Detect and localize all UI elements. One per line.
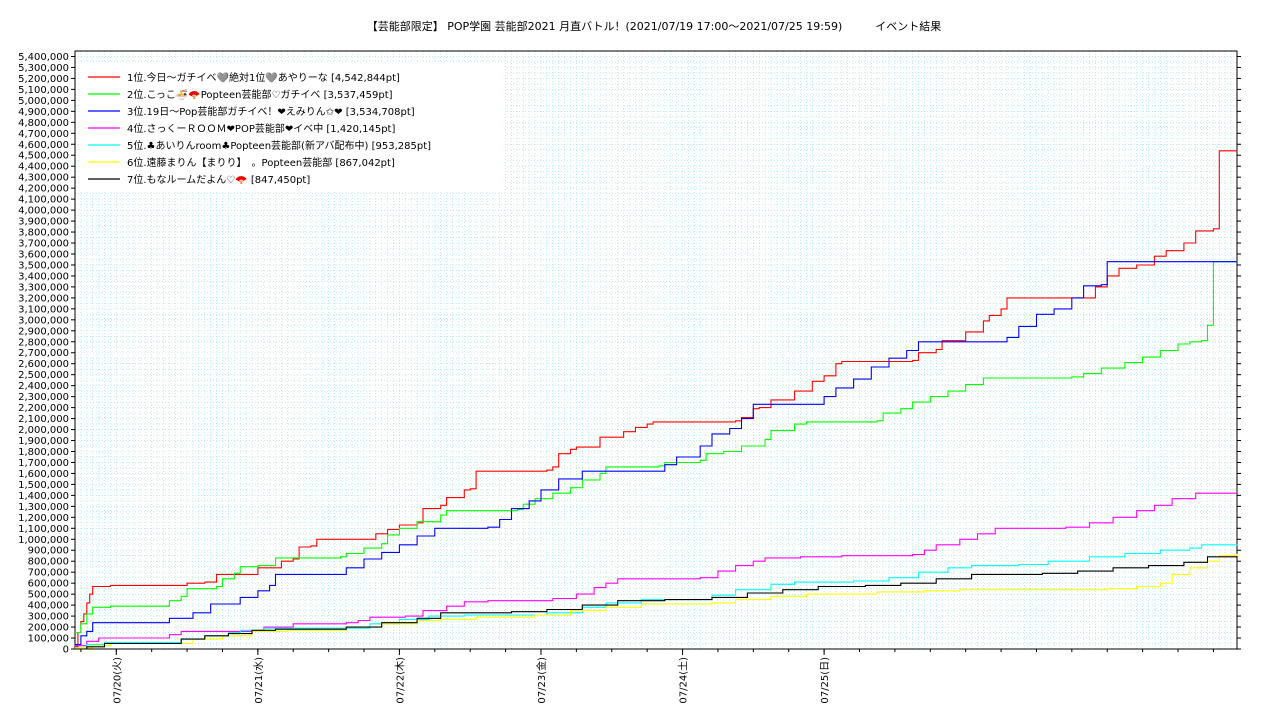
x-tick-label: 07/24(土) <box>677 657 690 704</box>
y-tick-label: 4,500,000 <box>18 151 69 162</box>
y-tick-label: 3,300,000 <box>18 282 69 293</box>
y-tick-label: 4,300,000 <box>18 173 69 184</box>
y-tick-label: 1,700,000 <box>18 458 69 469</box>
y-tick-label: 600,000 <box>28 579 69 590</box>
legend-entry: 3位.19日〜Pop芸能部ガチイベ！❤えみりん✩❤ [3,534,708pt] <box>127 105 415 118</box>
y-tick-label: 700,000 <box>28 568 69 579</box>
x-tick-label: 07/20(火) <box>111 657 123 704</box>
y-tick-label: 2,400,000 <box>18 381 69 392</box>
x-tick-label: 07/25(日) <box>820 657 831 704</box>
y-tick-label: 1,900,000 <box>18 436 69 447</box>
y-tick-label: 2,500,000 <box>18 370 69 381</box>
series-line-3 <box>75 261 1238 646</box>
y-tick-label: 2,000,000 <box>18 425 69 436</box>
y-tick-label: 1,400,000 <box>18 491 69 502</box>
y-tick-label: 3,100,000 <box>18 304 69 315</box>
y-tick-label: 3,600,000 <box>18 249 69 260</box>
chart-axes: 0100,000200,000300,000400,000500,000600,… <box>18 50 1241 704</box>
y-tick-label: 3,200,000 <box>18 293 69 304</box>
plot-frame <box>74 50 1238 650</box>
series-line-4 <box>75 492 1237 647</box>
y-tick-label: 4,800,000 <box>18 118 69 129</box>
y-tick-label: 5,100,000 <box>18 85 69 96</box>
y-tick-label: 2,300,000 <box>18 392 69 403</box>
y-tick-label: 2,800,000 <box>18 337 69 348</box>
series-line-7 <box>75 556 1238 650</box>
x-tick-label: 07/23(金) <box>535 657 548 704</box>
y-tick-label: 1,800,000 <box>18 447 69 458</box>
y-tick-label: 1,000,000 <box>18 535 69 546</box>
y-tick-label: 1,100,000 <box>18 524 69 535</box>
y-tick-label: 3,900,000 <box>18 217 69 228</box>
y-tick-label: 2,700,000 <box>18 348 69 359</box>
y-tick-label: 3,500,000 <box>18 260 69 271</box>
legend-entry: 7位.もなルームだよん♡🪭 [847,450pt] <box>127 173 310 186</box>
y-tick-label: 1,500,000 <box>18 480 69 491</box>
y-tick-label: 3,400,000 <box>18 271 69 282</box>
y-tick-label: 500,000 <box>28 590 69 601</box>
y-tick-label: 300,000 <box>28 612 69 623</box>
y-tick-label: 4,700,000 <box>18 129 69 140</box>
series-line-6 <box>75 553 1238 649</box>
y-tick-label: 3,000,000 <box>18 315 69 326</box>
chart-legend: 1位.今日〜ガチイベ🩶絶対1位🩶あやりーな [4,542,844pt] 2位.こっ… <box>80 62 505 190</box>
chart-title: 【芸能部限定】 POP学園 芸能部2021 月直バトル！(2021/07/19 … <box>367 19 942 33</box>
x-tick-label: 07/22(木) <box>394 657 406 704</box>
y-tick-label: 3,700,000 <box>18 239 69 250</box>
y-tick-label: 900,000 <box>28 546 69 557</box>
y-tick-label: 4,600,000 <box>18 140 69 151</box>
y-tick-label: 800,000 <box>28 557 69 568</box>
y-tick-label: 2,200,000 <box>18 403 69 414</box>
y-tick-label: 4,400,000 <box>18 162 69 173</box>
y-tick-label: 2,600,000 <box>18 359 69 370</box>
legend-box <box>80 62 505 190</box>
y-tick-label: 1,600,000 <box>18 469 69 480</box>
y-tick-label: 1,300,000 <box>18 502 69 513</box>
y-tick-label: 5,300,000 <box>18 63 69 74</box>
y-tick-label: 4,200,000 <box>18 184 69 195</box>
y-tick-label: 2,100,000 <box>18 414 69 425</box>
y-tick-label: 4,100,000 <box>18 195 69 206</box>
chart-series <box>75 150 1238 650</box>
legend-entry: 4位.さっくーＲＯＯＭ❤POP芸能部❤イベ中 [1,420,145pt] <box>127 122 395 135</box>
y-tick-label: 5,200,000 <box>18 74 69 85</box>
y-tick-label: 5,000,000 <box>18 96 69 107</box>
y-tick-label: 200,000 <box>28 623 69 634</box>
y-tick-label: 5,400,000 <box>18 52 69 63</box>
y-tick-label: 2,900,000 <box>18 326 69 337</box>
y-tick-label: 1,200,000 <box>18 513 69 524</box>
y-tick-label: 100,000 <box>28 634 69 645</box>
legend-entry: 1位.今日〜ガチイベ🩶絶対1位🩶あやりーな [4,542,844pt] <box>127 71 400 84</box>
series-line-1 <box>75 150 1238 648</box>
y-tick-label: 4,900,000 <box>18 107 69 118</box>
x-tick-label: 07/21(水) <box>253 657 265 704</box>
y-tick-label: 3,800,000 <box>18 228 69 239</box>
legend-entry: 2位.こっこ🍜🪭Popteen芸能部♡ガチイベ [3,537,459pt] <box>127 88 393 101</box>
legend-entry: 5位.♣あいりんroom♣Popteen芸能部(新アバ配布中) [953,285… <box>127 139 431 152</box>
series-line-2 <box>75 260 1238 634</box>
y-tick-label: 400,000 <box>28 601 69 612</box>
y-tick-label: 0 <box>63 645 69 656</box>
legend-entry: 6位.遠藤まりん【まりり】 。Popteen芸能部 [867,042pt] <box>127 156 395 169</box>
y-tick-label: 4,000,000 <box>18 206 69 217</box>
